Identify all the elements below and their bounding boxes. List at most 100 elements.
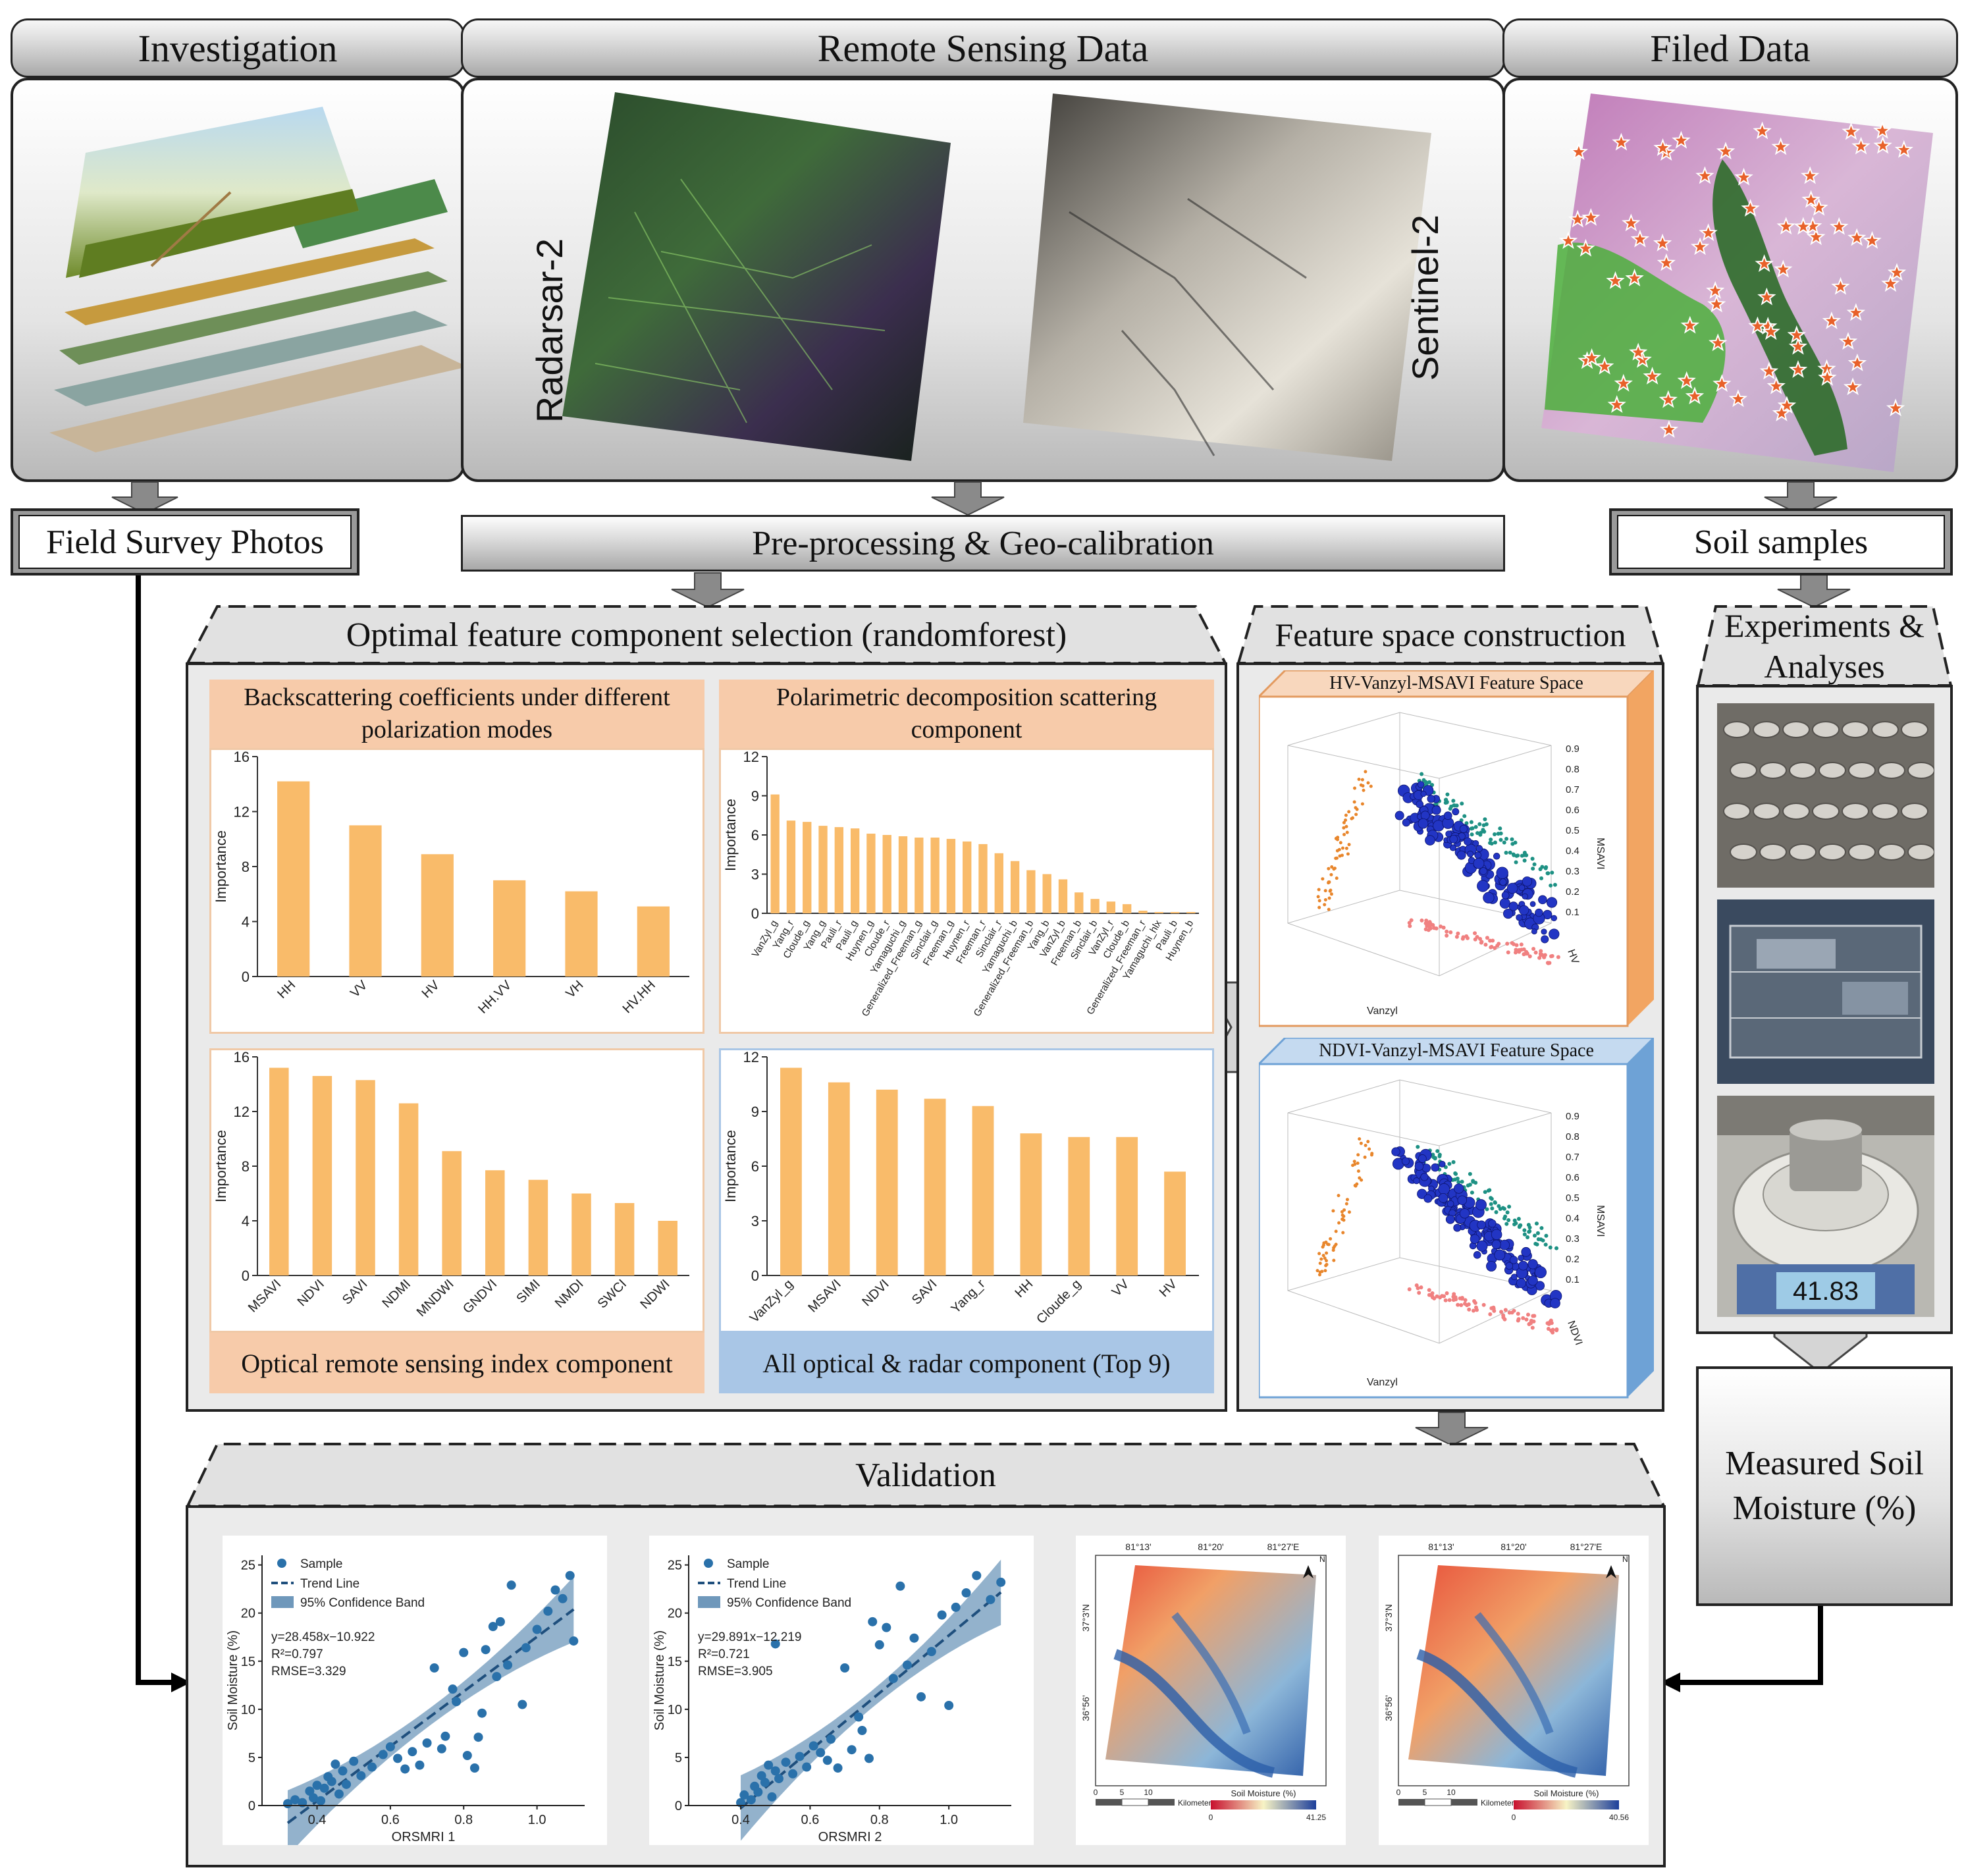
scatter-orsmri2: 0 5 10 15 20 25 0.4 0.6 0.8 1.0 ORSMRI 2 Soil Moist…	[649, 1536, 1034, 1845]
sample-point	[951, 1602, 961, 1612]
z-tick-label: 0.8	[1566, 1131, 1579, 1142]
sample-star-icon	[1728, 389, 1748, 408]
orange-point	[1354, 813, 1358, 817]
blue-point	[1509, 1256, 1518, 1264]
y-tick-label: 8	[242, 859, 250, 875]
orange-point	[1337, 847, 1341, 851]
bar	[1154, 912, 1163, 913]
pink-point	[1488, 938, 1493, 943]
blue-point	[1445, 830, 1452, 838]
x-tick-label: 1.0	[528, 1813, 546, 1827]
sample-point	[739, 1790, 749, 1800]
blue-point	[1477, 880, 1489, 892]
scale-bar-segment	[1451, 1799, 1477, 1806]
pink-point	[1443, 1298, 1448, 1302]
y-tick-label: 6	[751, 1158, 759, 1175]
orange-point	[1360, 1178, 1364, 1182]
sample-point	[895, 1581, 905, 1591]
pink-point	[1517, 950, 1522, 954]
x-tick-label: HH.VV	[475, 978, 514, 1017]
orange-point	[1353, 786, 1357, 790]
field-data-header: Filed Data	[1502, 18, 1958, 78]
teal-point	[1541, 1238, 1545, 1243]
blue-point	[1522, 876, 1533, 887]
scatter-background	[649, 1536, 1034, 1845]
sample-point	[408, 1747, 417, 1757]
sample-star-icon	[1753, 121, 1772, 140]
blue-point	[1491, 1239, 1501, 1249]
pink-point	[1416, 1286, 1420, 1291]
fs1-plot: 0.9 0.8 0.7 0.6 0.5 0.4 0.3 0.2 0.1 MSAVI Vanzyl HV	[1287, 712, 1606, 1017]
blue-point	[1493, 853, 1500, 860]
pink-point	[1512, 1308, 1516, 1313]
orange-point	[1323, 1269, 1327, 1273]
sample-star-icon	[1653, 138, 1672, 156]
y-tick-label: 20	[241, 1607, 255, 1621]
sample-star-icon	[1622, 213, 1641, 232]
river-wet-zone	[1416, 1649, 1578, 1778]
orange-point	[1325, 1251, 1329, 1255]
orange-point	[1341, 1231, 1345, 1235]
x-tick-label: VV	[1109, 1277, 1132, 1300]
orange-point	[1332, 1258, 1336, 1262]
orange-point	[1327, 896, 1331, 900]
y-tick-label: 15	[241, 1655, 255, 1669]
orange-point	[1342, 820, 1346, 824]
feature-space-tab-shape	[1236, 605, 1664, 664]
bar	[972, 1106, 994, 1275]
x-tick-label: 0.4	[308, 1813, 327, 1827]
pink-point	[1463, 1298, 1468, 1302]
sample-star-icon	[1695, 166, 1714, 184]
r-squared: R²=0.721	[698, 1648, 750, 1661]
sample-star-icon	[1690, 237, 1710, 255]
sample-point	[469, 1763, 479, 1773]
orange-point	[1334, 856, 1338, 860]
scale-units: Kilometers	[1481, 1798, 1518, 1808]
pink-point	[1524, 1317, 1529, 1322]
scale-bar-segment	[1424, 1798, 1452, 1806]
sample-point	[349, 1756, 359, 1766]
sample-star-icon	[1680, 315, 1699, 334]
blue-point	[1491, 1229, 1502, 1241]
sample-can	[1878, 762, 1905, 779]
orange-point	[1323, 903, 1327, 907]
orange-point	[1363, 1155, 1367, 1159]
blue-point	[1518, 1260, 1528, 1271]
sample-star-icon	[1838, 332, 1858, 350]
sample-star-icon	[1755, 254, 1774, 273]
blue-point	[1394, 811, 1404, 820]
teal-point	[1526, 1223, 1531, 1227]
x-tick-label: MSAVI	[246, 1277, 284, 1316]
teal-point	[1452, 803, 1457, 808]
y-tick-label: 12	[743, 750, 759, 765]
blue-point	[1505, 1262, 1514, 1270]
orange-point	[1330, 865, 1334, 869]
sample-star-icon	[1863, 230, 1882, 249]
sample-point	[495, 1617, 505, 1626]
sample-star-icon	[1831, 277, 1850, 295]
blue-point	[1420, 790, 1427, 797]
orange-point	[1364, 770, 1367, 774]
pink-point	[1501, 1313, 1506, 1318]
y-tick-label: 10	[241, 1703, 255, 1717]
blue-point	[1459, 1208, 1470, 1219]
sample-can	[1907, 844, 1934, 861]
bar	[963, 841, 972, 913]
all-components-chart: 0 3 6 9 12 Importance VanZyl_g MSAVI NDVI SAVI Yan…	[719, 1048, 1214, 1333]
bar	[898, 836, 908, 913]
sample-can	[1782, 803, 1810, 820]
bar	[493, 880, 526, 977]
teal-point	[1502, 840, 1506, 845]
pink-point	[1420, 918, 1424, 923]
teal-point	[1488, 841, 1493, 845]
x-tick-label: SAVI	[909, 1277, 940, 1308]
orange-point	[1320, 1270, 1324, 1273]
sample-point	[558, 1594, 568, 1603]
teal-point	[1511, 852, 1516, 857]
teal-point	[1534, 1221, 1539, 1226]
teal-point	[1445, 792, 1450, 797]
x-tick-label: 1.0	[940, 1813, 958, 1827]
blue-point	[1518, 1254, 1525, 1262]
experiments-panel: 41.83	[1696, 685, 1953, 1334]
sentinel-label: Sentinel-2	[1404, 215, 1446, 381]
